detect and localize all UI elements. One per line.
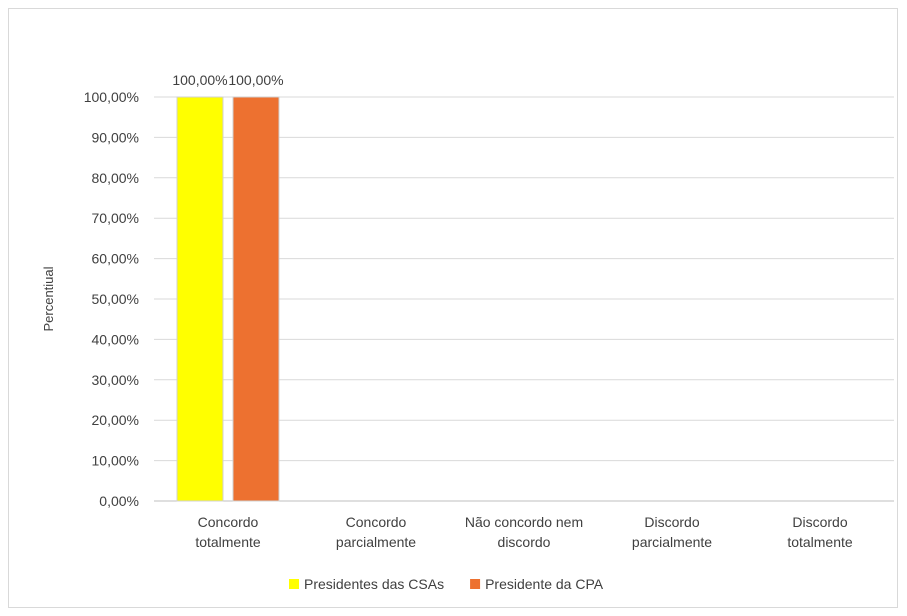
legend: Presidentes das CSAs Presidente da CPA [289, 576, 604, 592]
y-tick-label: 90,00% [92, 129, 139, 145]
x-axis-category-labels: Concordo totalmente Concordo parcialmente Nã… [195, 514, 853, 550]
y-axis-tick-labels: 0,00% 10,00% 20,00% 30,00% 40,00% 50,00% 60,00… [84, 89, 139, 509]
legend-label: Presidente da CPA [485, 576, 604, 592]
y-tick-label: 50,00% [92, 291, 139, 307]
data-label: 100,00% [228, 72, 283, 88]
chart-frame: 0,00% 10,00% 20,00% 30,00% 40,00% 50,00% 60,00… [8, 8, 898, 608]
y-tick-label: 40,00% [92, 331, 139, 347]
legend-swatch [470, 579, 481, 589]
x-category-label: Não concordo nem discordo [465, 514, 583, 550]
legend-label: Presidentes das CSAs [304, 576, 444, 592]
y-tick-label: 60,00% [92, 251, 139, 267]
y-axis-title: Percentiual [41, 266, 56, 331]
x-category-label: Discordo parcialmente [632, 514, 712, 550]
y-tick-label: 30,00% [92, 372, 139, 388]
legend-swatch [289, 579, 299, 589]
y-tick-label: 0,00% [99, 493, 139, 509]
data-label: 100,00% [172, 72, 227, 88]
data-labels: 100,00% 100,00% [172, 72, 283, 88]
y-tick-label: 80,00% [92, 170, 139, 186]
bar-chart: 0,00% 10,00% 20,00% 30,00% 40,00% 50,00% 60,00… [41, 72, 894, 592]
y-tick-label: 100,00% [84, 89, 139, 105]
x-category-label: Concordo totalmente [195, 514, 261, 550]
bar [232, 96, 280, 502]
y-tick-label: 10,00% [92, 453, 139, 469]
y-tick-label: 20,00% [92, 412, 139, 428]
x-category-label: Discordo totalmente [787, 514, 853, 550]
bars [176, 96, 280, 502]
y-tick-label: 70,00% [92, 210, 139, 226]
bar [176, 96, 224, 502]
x-category-label: Concordo parcialmente [336, 514, 416, 550]
